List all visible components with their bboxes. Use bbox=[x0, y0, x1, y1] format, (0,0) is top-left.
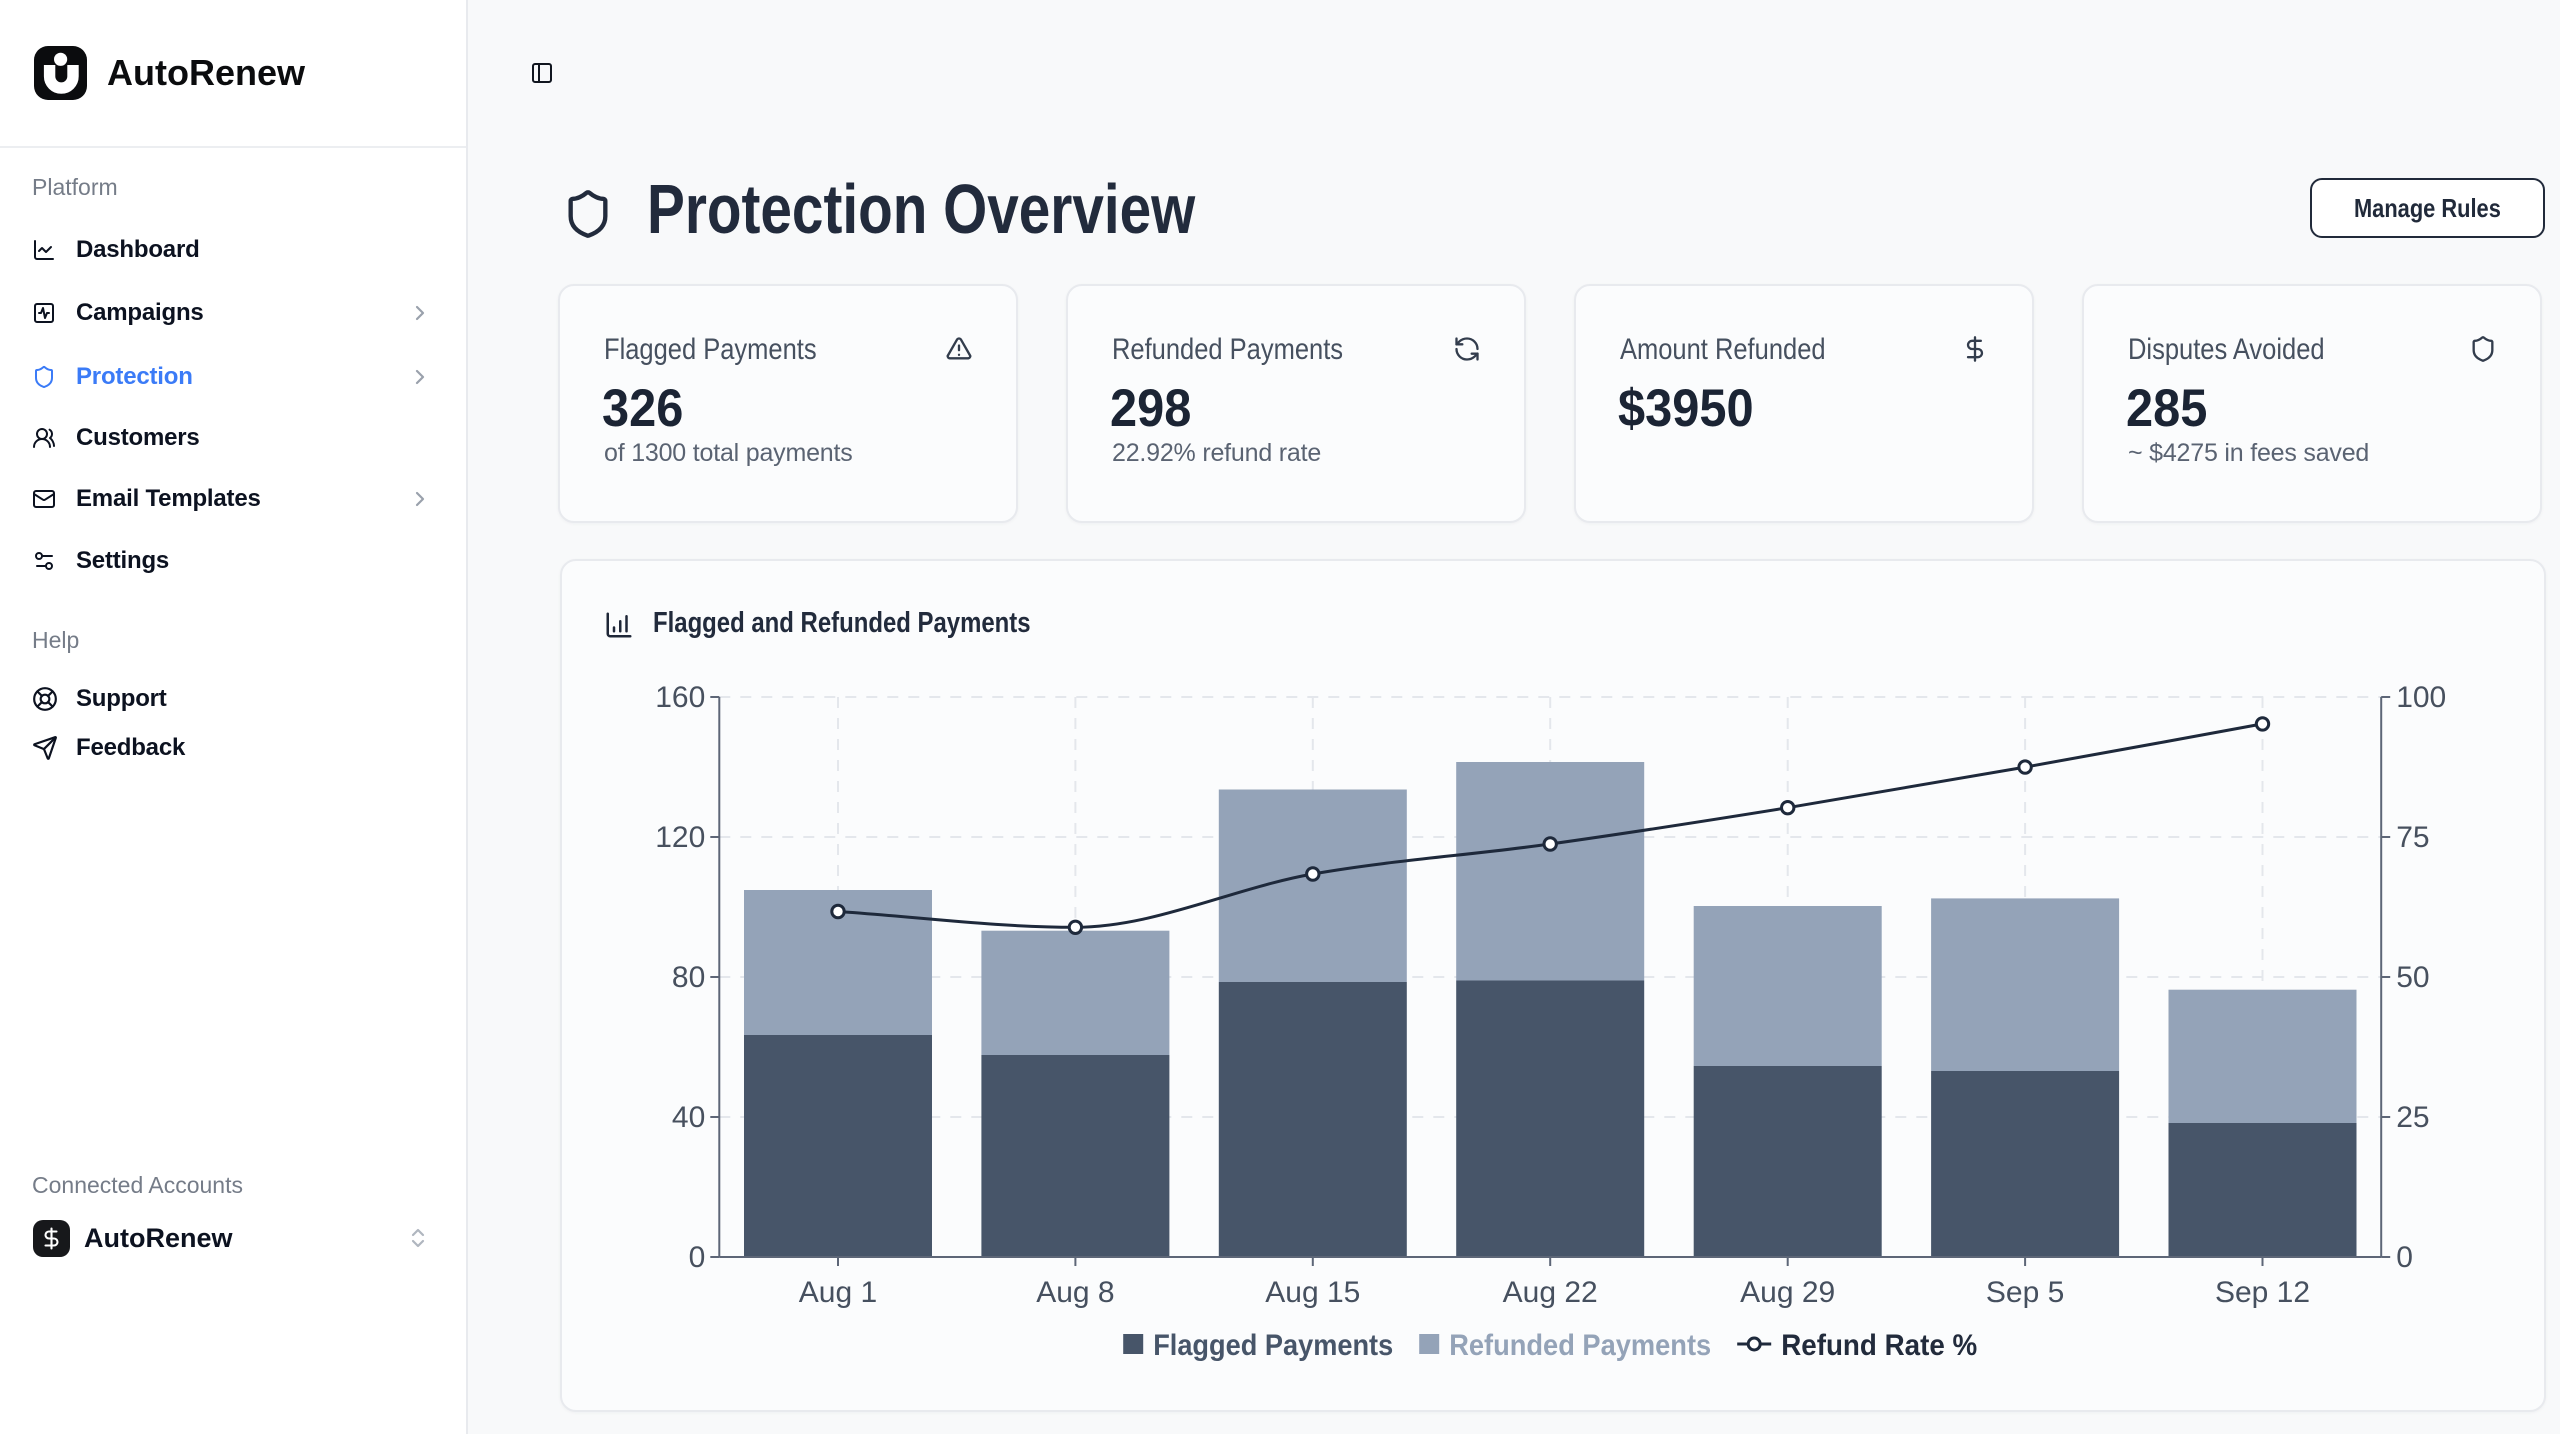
svg-text:25: 25 bbox=[2396, 1101, 2429, 1134]
svg-text:160: 160 bbox=[655, 681, 705, 714]
svg-text:Refund Rate %: Refund Rate % bbox=[1781, 1329, 1977, 1362]
svg-text:Sep 12: Sep 12 bbox=[2215, 1276, 2310, 1309]
svg-text:100: 100 bbox=[2396, 681, 2446, 714]
svg-text:50: 50 bbox=[2396, 961, 2429, 994]
svg-text:Flagged Payments: Flagged Payments bbox=[1153, 1329, 1393, 1362]
svg-text:Refunded Payments: Refunded Payments bbox=[1449, 1329, 1711, 1362]
svg-text:120: 120 bbox=[655, 821, 705, 854]
svg-text:Aug 8: Aug 8 bbox=[1036, 1276, 1114, 1309]
svg-text:0: 0 bbox=[2396, 1241, 2413, 1274]
svg-text:Aug 1: Aug 1 bbox=[799, 1276, 877, 1309]
svg-text:Aug 22: Aug 22 bbox=[1503, 1276, 1598, 1309]
svg-text:40: 40 bbox=[672, 1101, 705, 1134]
svg-text:Aug 15: Aug 15 bbox=[1265, 1276, 1360, 1309]
svg-text:75: 75 bbox=[2396, 821, 2429, 854]
svg-text:Sep 5: Sep 5 bbox=[1986, 1276, 2064, 1309]
svg-text:Aug 29: Aug 29 bbox=[1740, 1276, 1835, 1309]
svg-text:80: 80 bbox=[672, 961, 705, 994]
svg-text:0: 0 bbox=[689, 1241, 706, 1274]
